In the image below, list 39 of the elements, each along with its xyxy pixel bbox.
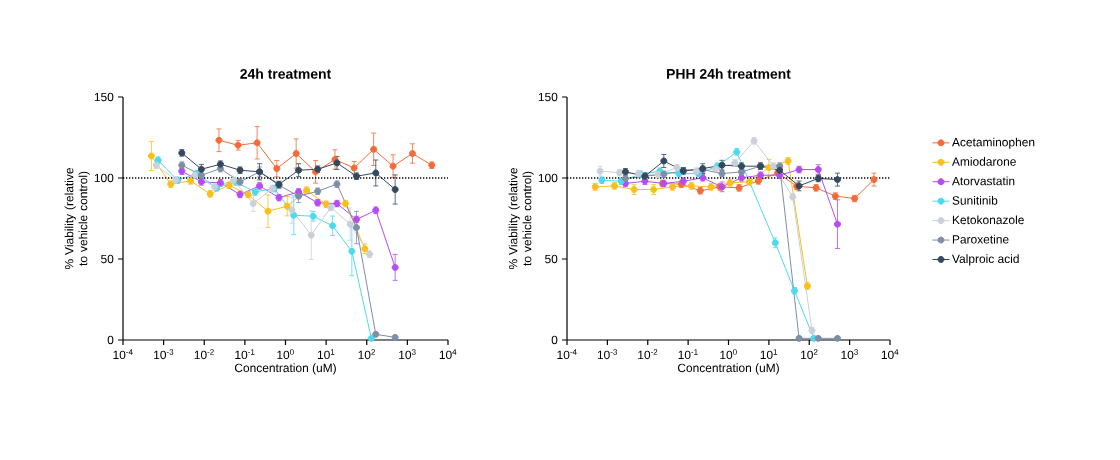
- y-tick-label: 50: [545, 254, 558, 264]
- legend-label: Valproic acid: [952, 254, 1019, 266]
- legend-label: Acetaminophen: [951, 137, 1035, 149]
- y-tick-label: 100: [94, 173, 114, 183]
- x-tick-label: 10$^{4}$: [881, 349, 899, 360]
- x-tick-label: 10$^{-3}$: [154, 349, 174, 360]
- legend-label: Sunitinib: [952, 195, 998, 205]
- y-tick-label: 50: [101, 254, 114, 264]
- legend-label: Paroxetine: [952, 234, 1009, 244]
- y-tick-label: 0: [551, 335, 558, 345]
- x-tick-label: 10$^{3}$: [841, 349, 858, 360]
- x-tick-label: 10$^{4}$: [439, 349, 457, 360]
- legend-label: Amiodarone: [951, 157, 1016, 166]
- legend-label: Atorvastatin: [951, 176, 1015, 186]
- y-axis-title: % Viability (relative to vehicle control): [508, 168, 534, 270]
- chart-title: 24h treatment: [240, 68, 332, 79]
- x-tick-label: 10$^{-2}$: [194, 349, 214, 360]
- x-tick-label: 10$^{-2}$: [638, 349, 658, 360]
- y-tick-label: 0: [107, 335, 114, 345]
- x-tick-label: 10$^{2}$: [358, 349, 375, 360]
- y-tick-label: 150: [94, 92, 114, 102]
- x-tick-label: 10$^{3}$: [399, 349, 416, 360]
- x-tick-label: 10$^{1}$: [760, 349, 778, 360]
- x-tick-label: 10$^{1}$: [317, 349, 335, 360]
- y-tick-label: 100: [538, 173, 558, 183]
- x-axis-title: Concentration (uM): [677, 363, 779, 375]
- y-axis-title: % Viability (relative to vehicle control): [64, 168, 90, 270]
- y-tick-label: 150: [538, 92, 558, 102]
- chart-title: PHH 24h treatment: [667, 68, 791, 79]
- x-tick-label: 10$^{0}$: [277, 349, 294, 360]
- x-tick-label: 10$^{2}$: [801, 349, 818, 360]
- x-axis-title: Concentration (uM): [234, 363, 336, 375]
- x-tick-label: 10$^{-3}$: [597, 349, 617, 360]
- x-tick-label: 10$^{-4}$: [557, 349, 577, 360]
- x-tick-label: 10$^{-1}$: [235, 349, 255, 360]
- x-tick-label: 10$^{-4}$: [113, 349, 133, 360]
- legend-label: Ketokonazole: [952, 215, 1024, 225]
- x-tick-label: 10$^{-1}$: [678, 349, 698, 360]
- x-tick-label: 10$^{0}$: [720, 349, 737, 360]
